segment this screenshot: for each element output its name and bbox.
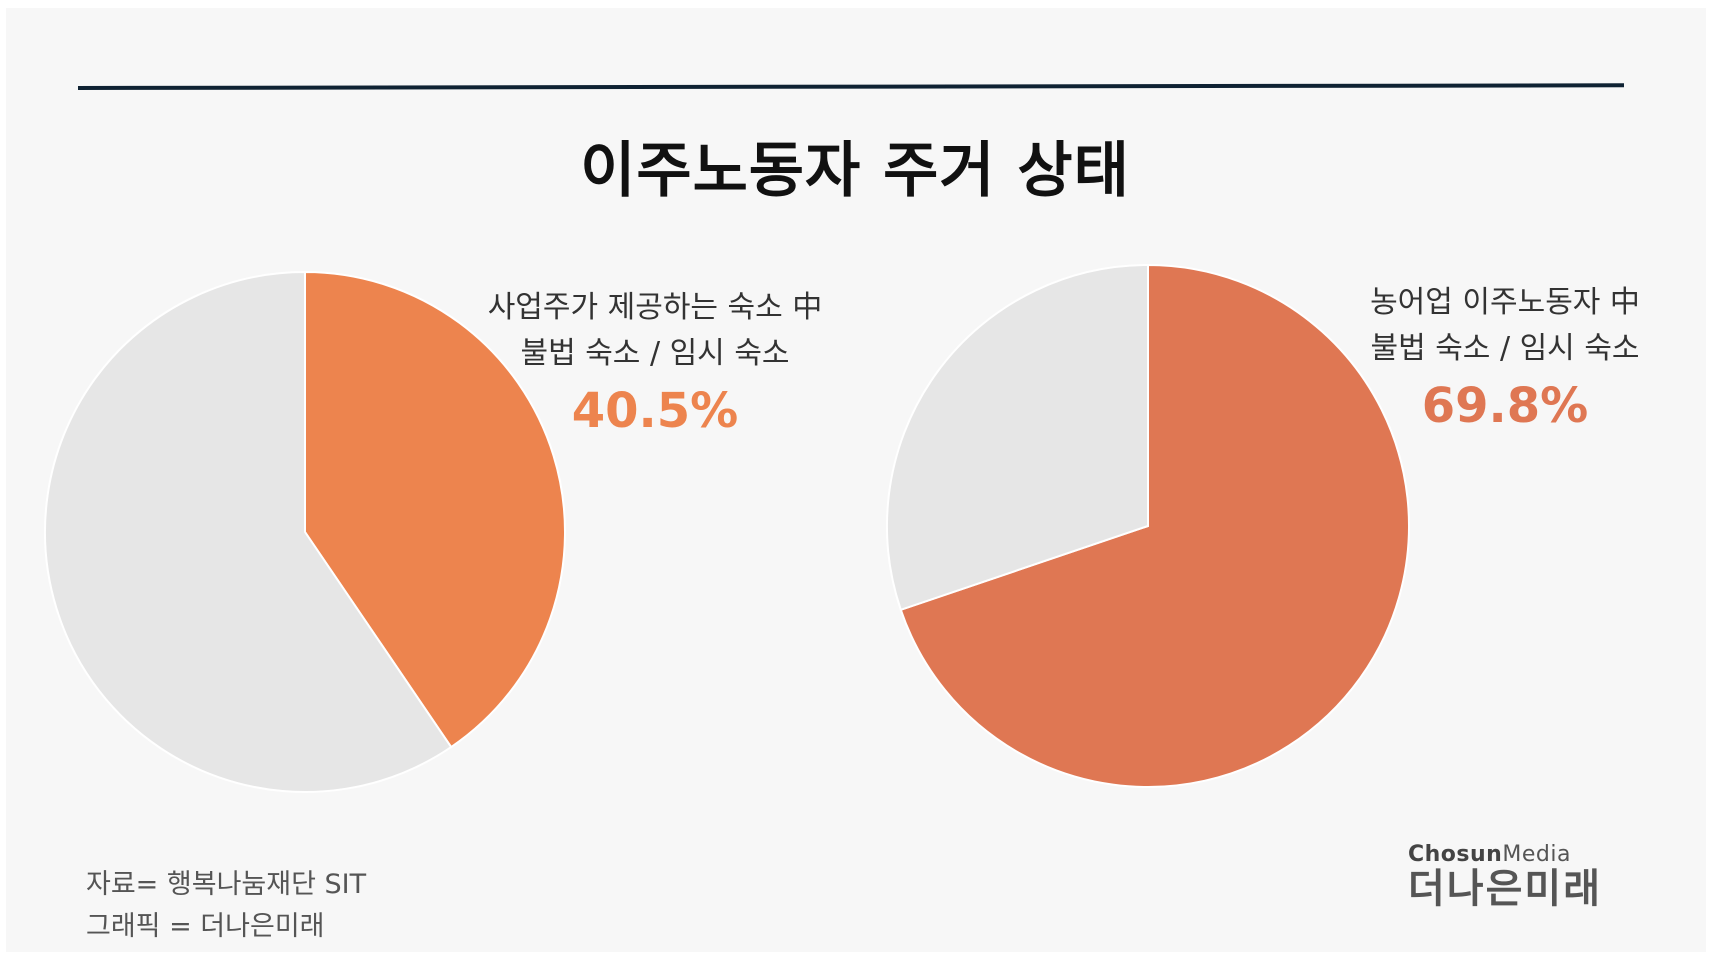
pie-slice-highlight xyxy=(304,270,566,749)
logo-brand: ChosunMedia xyxy=(1408,842,1571,867)
percent-label: 69.8% xyxy=(1421,378,1589,434)
chosunmedia-logo: ChosunMedia 더나은미래 xyxy=(1408,842,1638,911)
callout-agri-fishery: 농어업 이주노동자 中 불법 숙소 / 임시 숙소 69.8% xyxy=(1350,280,1660,434)
callout-line: 농어업 이주노동자 中 xyxy=(1370,285,1640,320)
chart-title: 이주노동자 주거 상태 xyxy=(580,136,1130,206)
callout-employer-housing: 사업주가 제공하는 숙소 中 불법 숙소 / 임시 숙소 40.5% xyxy=(470,285,840,439)
callout-line: 불법 숙소 / 임시 숙소 xyxy=(520,336,790,371)
pie-slice-rest xyxy=(44,270,453,793)
logo-name: 더나은미래 xyxy=(1408,866,1602,912)
percent-label: 40.5% xyxy=(571,383,739,439)
callout-line: 사업주가 제공하는 숙소 中 xyxy=(487,290,823,325)
graphic-credit: 그래픽 = 더나은미래 xyxy=(86,911,325,942)
pie-slice-rest xyxy=(886,263,1149,612)
source-note: 자료= 행복나눔재단 SIT 그래픽 = 더나은미래 xyxy=(86,864,366,948)
source-text: 자료= 행복나눔재단 SIT xyxy=(86,869,367,900)
pie-slice-highlight xyxy=(899,263,1410,788)
callout-line: 불법 숙소 / 임시 숙소 xyxy=(1370,331,1640,366)
